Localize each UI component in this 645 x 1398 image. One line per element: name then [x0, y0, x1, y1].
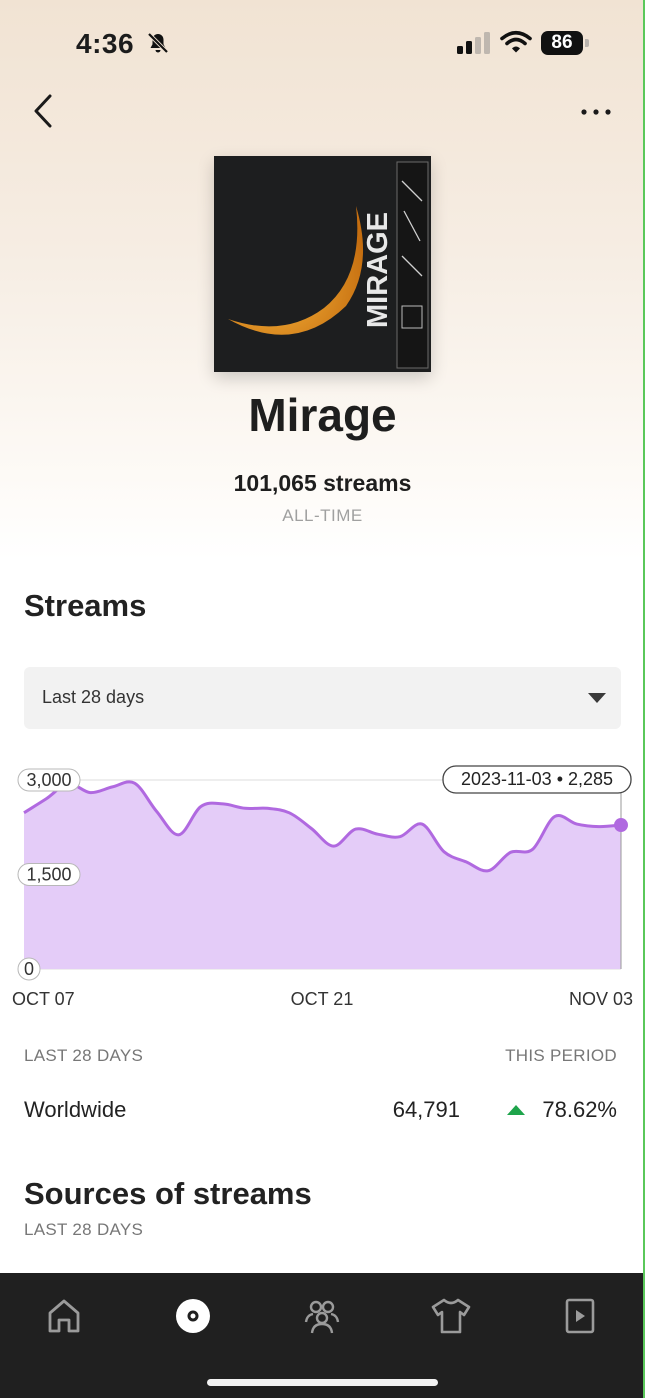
streams-chart[interactable]: 3,000 1,500 0 OCT 07 OCT 21 NOV 03 2023-11-0…: [0, 760, 645, 1020]
data-point[interactable]: [287, 811, 291, 815]
tab-video[interactable]: [555, 1291, 605, 1341]
tooltip-pill: [442, 765, 632, 794]
x-tick-label: OCT 07: [12, 989, 75, 1009]
y-tick-pill: [17, 957, 41, 981]
data-point[interactable]: [133, 781, 137, 785]
date-range-value: Last 28 days: [42, 687, 145, 707]
silent-bell-icon: [147, 32, 169, 54]
home-icon: [48, 1299, 80, 1333]
album-cover-title: MIRAGE: [362, 212, 394, 328]
data-point[interactable]: [420, 822, 424, 826]
streams-line: [23, 780, 622, 873]
date-range-dropdown[interactable]: Last 28 days: [24, 667, 621, 729]
trend-up-icon: [507, 1105, 525, 1115]
data-point[interactable]: [531, 847, 535, 851]
data-point[interactable]: [110, 785, 114, 789]
home-indicator[interactable]: [207, 1379, 438, 1386]
data-point[interactable]: [354, 827, 358, 831]
data-point[interactable]: [508, 850, 512, 854]
battery-level: 86: [541, 31, 583, 55]
data-point[interactable]: [575, 822, 579, 826]
video-icon: [565, 1298, 595, 1334]
region-label: Worldwide: [24, 1097, 127, 1122]
sources-section-period: LAST 28 DAYS: [24, 1220, 144, 1239]
back-chevron-icon[interactable]: [28, 92, 60, 130]
region-streams-value: 64,791: [392, 1097, 460, 1122]
data-point[interactable]: [199, 804, 203, 808]
x-tick-label: NOV 03: [569, 989, 633, 1009]
streams-section-title: Streams: [24, 588, 147, 623]
data-point[interactable]: [221, 802, 225, 806]
data-point[interactable]: [155, 810, 159, 814]
caret-down-icon: [588, 693, 606, 703]
merch-shirt-icon: [431, 1298, 471, 1334]
status-time: 4:36: [76, 28, 135, 59]
tab-music[interactable]: [168, 1291, 218, 1341]
tab-merch[interactable]: [426, 1291, 476, 1341]
streams-period-label: ALL-TIME: [282, 506, 363, 525]
data-point[interactable]: [332, 844, 336, 848]
streams-area-fill: [24, 781, 621, 969]
bottom-tab-bar: [0, 1273, 643, 1398]
y-tick-label: 3,000: [26, 770, 71, 790]
total-streams: 101,065 streams: [233, 470, 412, 496]
audience-icon: [304, 1300, 340, 1334]
data-point[interactable]: [177, 833, 181, 837]
y-tick-label: 0: [24, 959, 34, 979]
battery-indicator: 86: [541, 31, 591, 55]
data-point[interactable]: [243, 806, 247, 810]
data-point[interactable]: [22, 811, 26, 815]
data-point[interactable]: [44, 797, 48, 801]
streams-area-chart[interactable]: 3,000 1,500 0 OCT 07 OCT 21 NOV 03 2023-11-0…: [0, 760, 645, 1020]
tab-audience[interactable]: [297, 1291, 347, 1341]
more-options-icon[interactable]: [576, 100, 616, 124]
x-tick-label: OCT 21: [291, 989, 354, 1009]
y-tick-pill: [17, 863, 81, 886]
selected-data-point[interactable]: [614, 818, 628, 833]
data-point[interactable]: [464, 860, 468, 864]
y-tick-pill: [17, 768, 81, 792]
music-disc-icon: [176, 1299, 210, 1333]
region-change-percent: 78.62%: [542, 1097, 617, 1122]
status-bar: 4:36 86: [0, 0, 643, 90]
summary-change-header: THIS PERIOD: [505, 1046, 617, 1065]
data-point[interactable]: [376, 832, 380, 836]
battery-cap: [585, 39, 589, 47]
sources-section-title: Sources of streams: [24, 1176, 312, 1211]
data-point[interactable]: [88, 791, 92, 795]
data-point[interactable]: [309, 827, 313, 831]
data-point[interactable]: [553, 815, 557, 819]
data-point[interactable]: [265, 806, 269, 810]
data-point[interactable]: [486, 869, 490, 873]
tab-home[interactable]: [39, 1291, 89, 1341]
data-point[interactable]: [597, 825, 601, 829]
data-point[interactable]: [398, 835, 402, 839]
track-title: Mirage: [248, 389, 397, 441]
tooltip-text: 2023-11-03 • 2,285: [461, 769, 613, 789]
cellular-signal-icon: [457, 32, 490, 54]
album-cover: MIRAGE: [214, 156, 431, 372]
wifi-icon: [500, 30, 532, 53]
summary-period-header: LAST 28 DAYS: [24, 1046, 144, 1065]
data-point[interactable]: [442, 850, 446, 854]
y-tick-label: 1,500: [26, 865, 71, 885]
